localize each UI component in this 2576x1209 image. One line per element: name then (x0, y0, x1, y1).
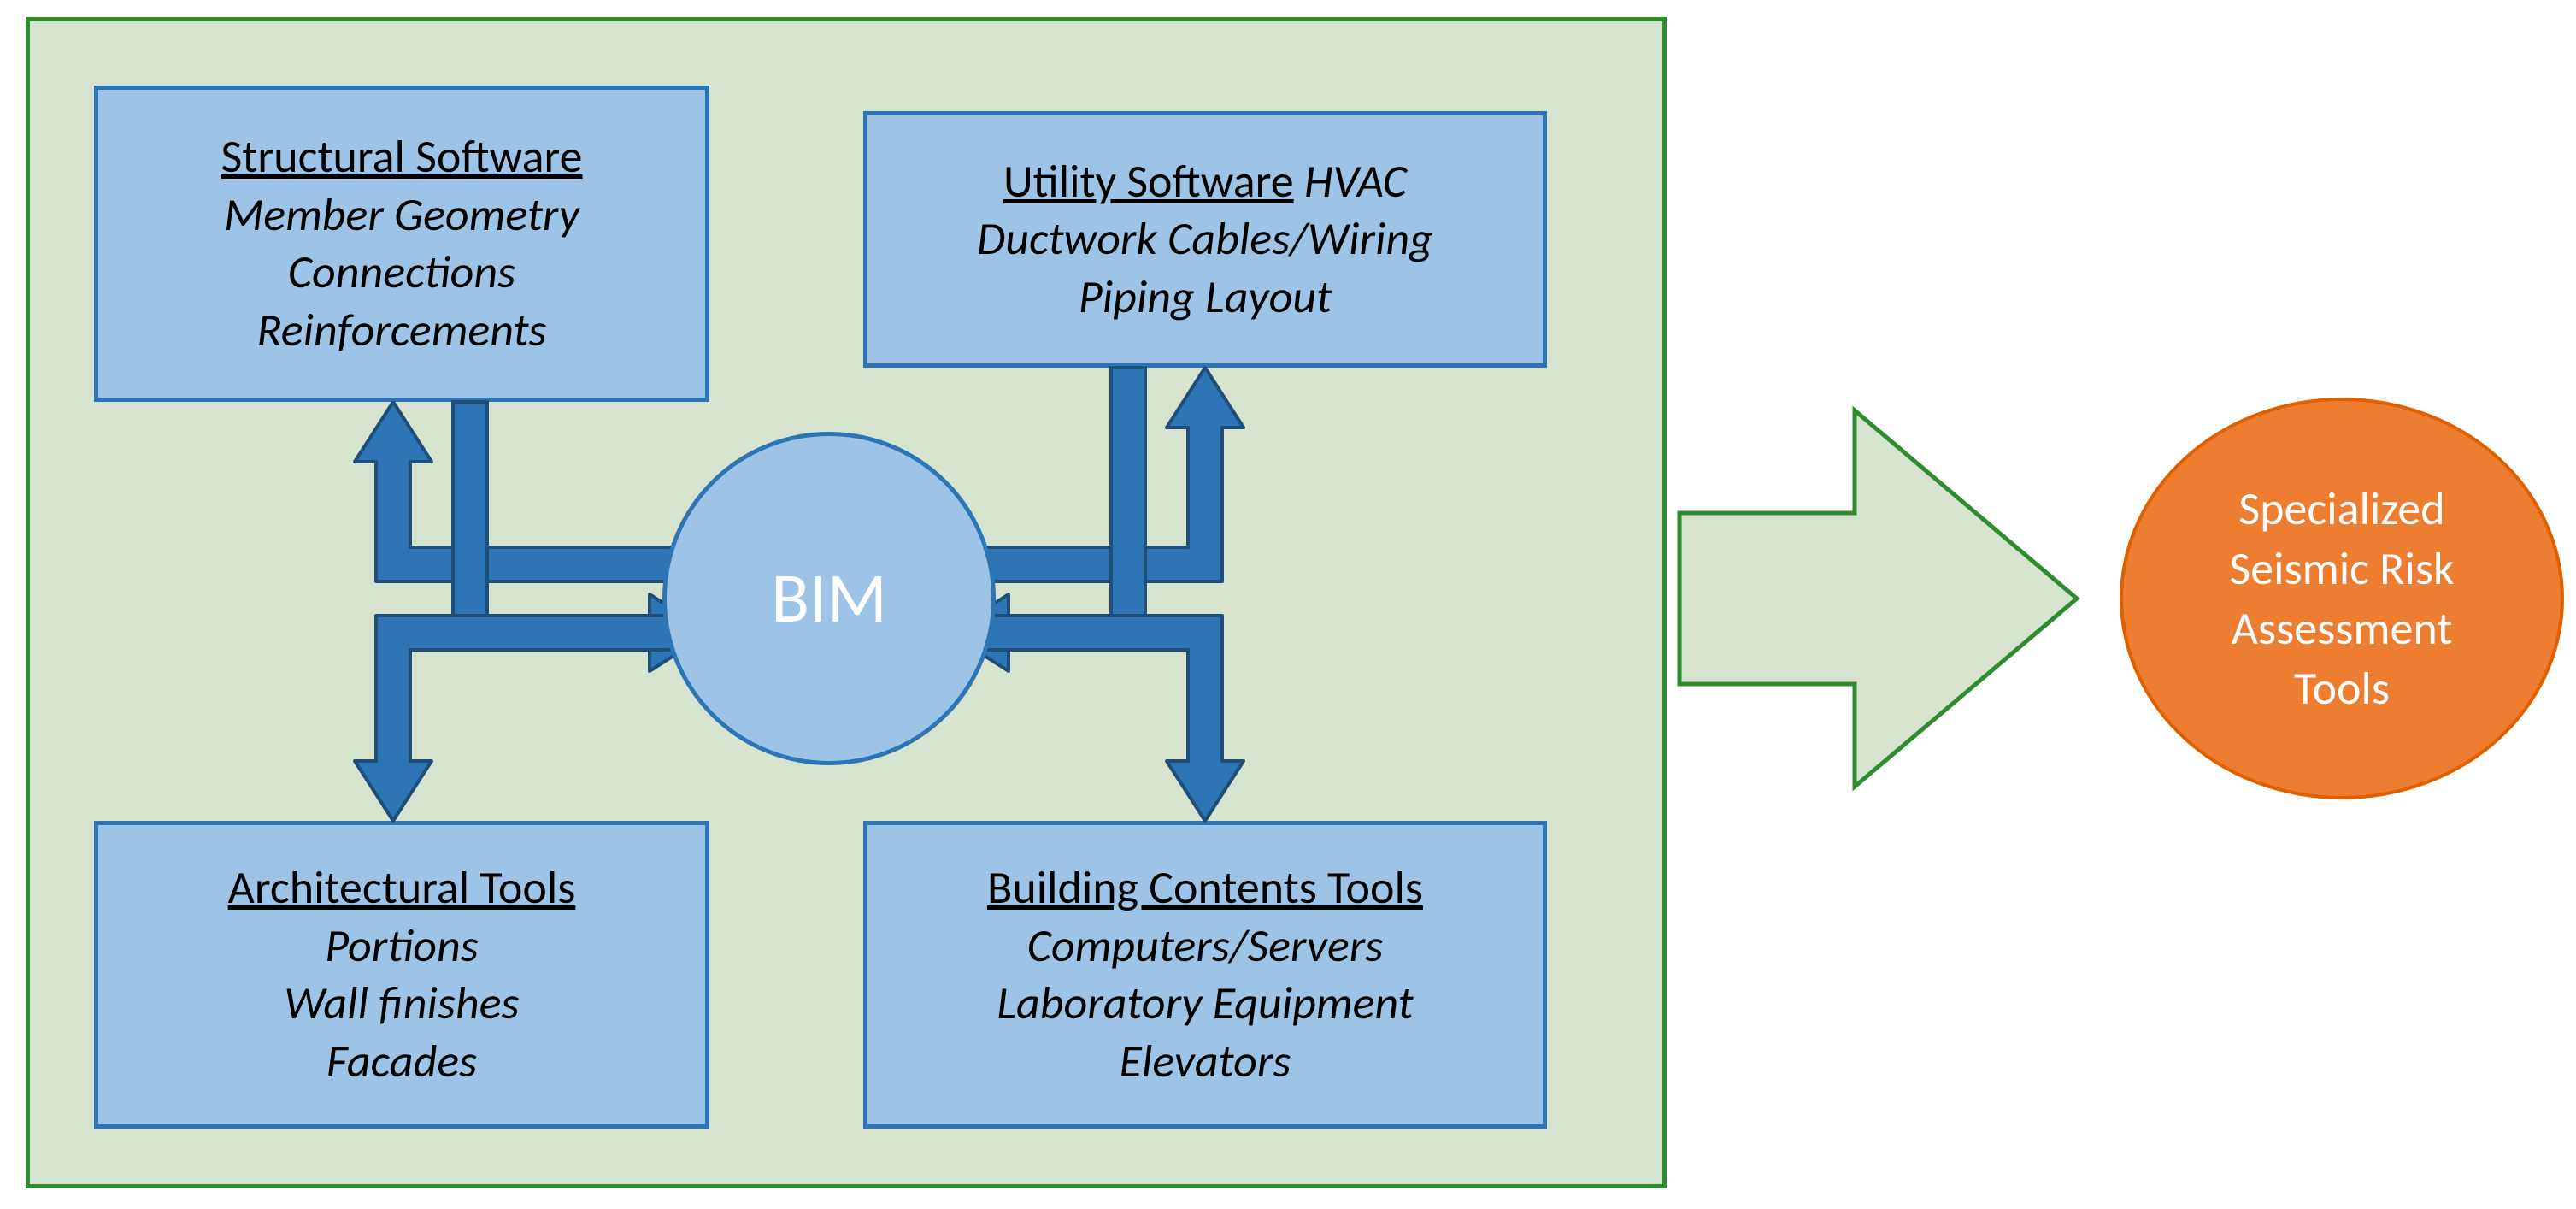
box-line: Elevators (1120, 1033, 1291, 1091)
box-line: Reinforcements (256, 302, 546, 360)
bim-label: BIM (771, 556, 886, 641)
box-line: Connections (288, 244, 515, 302)
box-line: Laboratory Equipment (997, 975, 1413, 1033)
box-title: Structural Software (221, 128, 583, 186)
box-structural-software: Structural Software Member Geometry Conn… (94, 86, 709, 402)
ellipse-line: Seismic Risk (2229, 539, 2454, 599)
box-architectural-tools: Architectural Tools Portions Wall finish… (94, 821, 709, 1129)
box-title: Architectural Tools (228, 859, 576, 917)
box-title: Utility Software HVAC (1003, 153, 1407, 211)
output-ellipse: Specialized Seismic Risk Assessment Tool… (2120, 398, 2564, 799)
box-utility-software: Utility Software HVAC Ductwork Cables/Wi… (863, 111, 1547, 368)
box-building-contents-tools: Building Contents Tools Computers/Server… (863, 821, 1547, 1129)
box-line: Piping Layout (1079, 268, 1332, 327)
box-line: Wall finishes (284, 975, 519, 1033)
box-line: Ductwork Cables/Wiring (977, 210, 1433, 268)
ellipse-line: Specialized (2238, 479, 2444, 539)
box-line: Member Geometry (224, 186, 579, 245)
bim-circle: BIM (662, 432, 996, 765)
box-title: Building Contents Tools (987, 859, 1423, 917)
diagram-canvas: Structural Software Member Geometry Conn… (0, 0, 2576, 1209)
box-line: Facades (326, 1033, 477, 1091)
ellipse-line: Assessment (2232, 599, 2453, 658)
box-line: Computers/Servers (1027, 917, 1384, 976)
box-line: Portions (325, 917, 479, 976)
ellipse-line: Tools (2294, 658, 2390, 718)
